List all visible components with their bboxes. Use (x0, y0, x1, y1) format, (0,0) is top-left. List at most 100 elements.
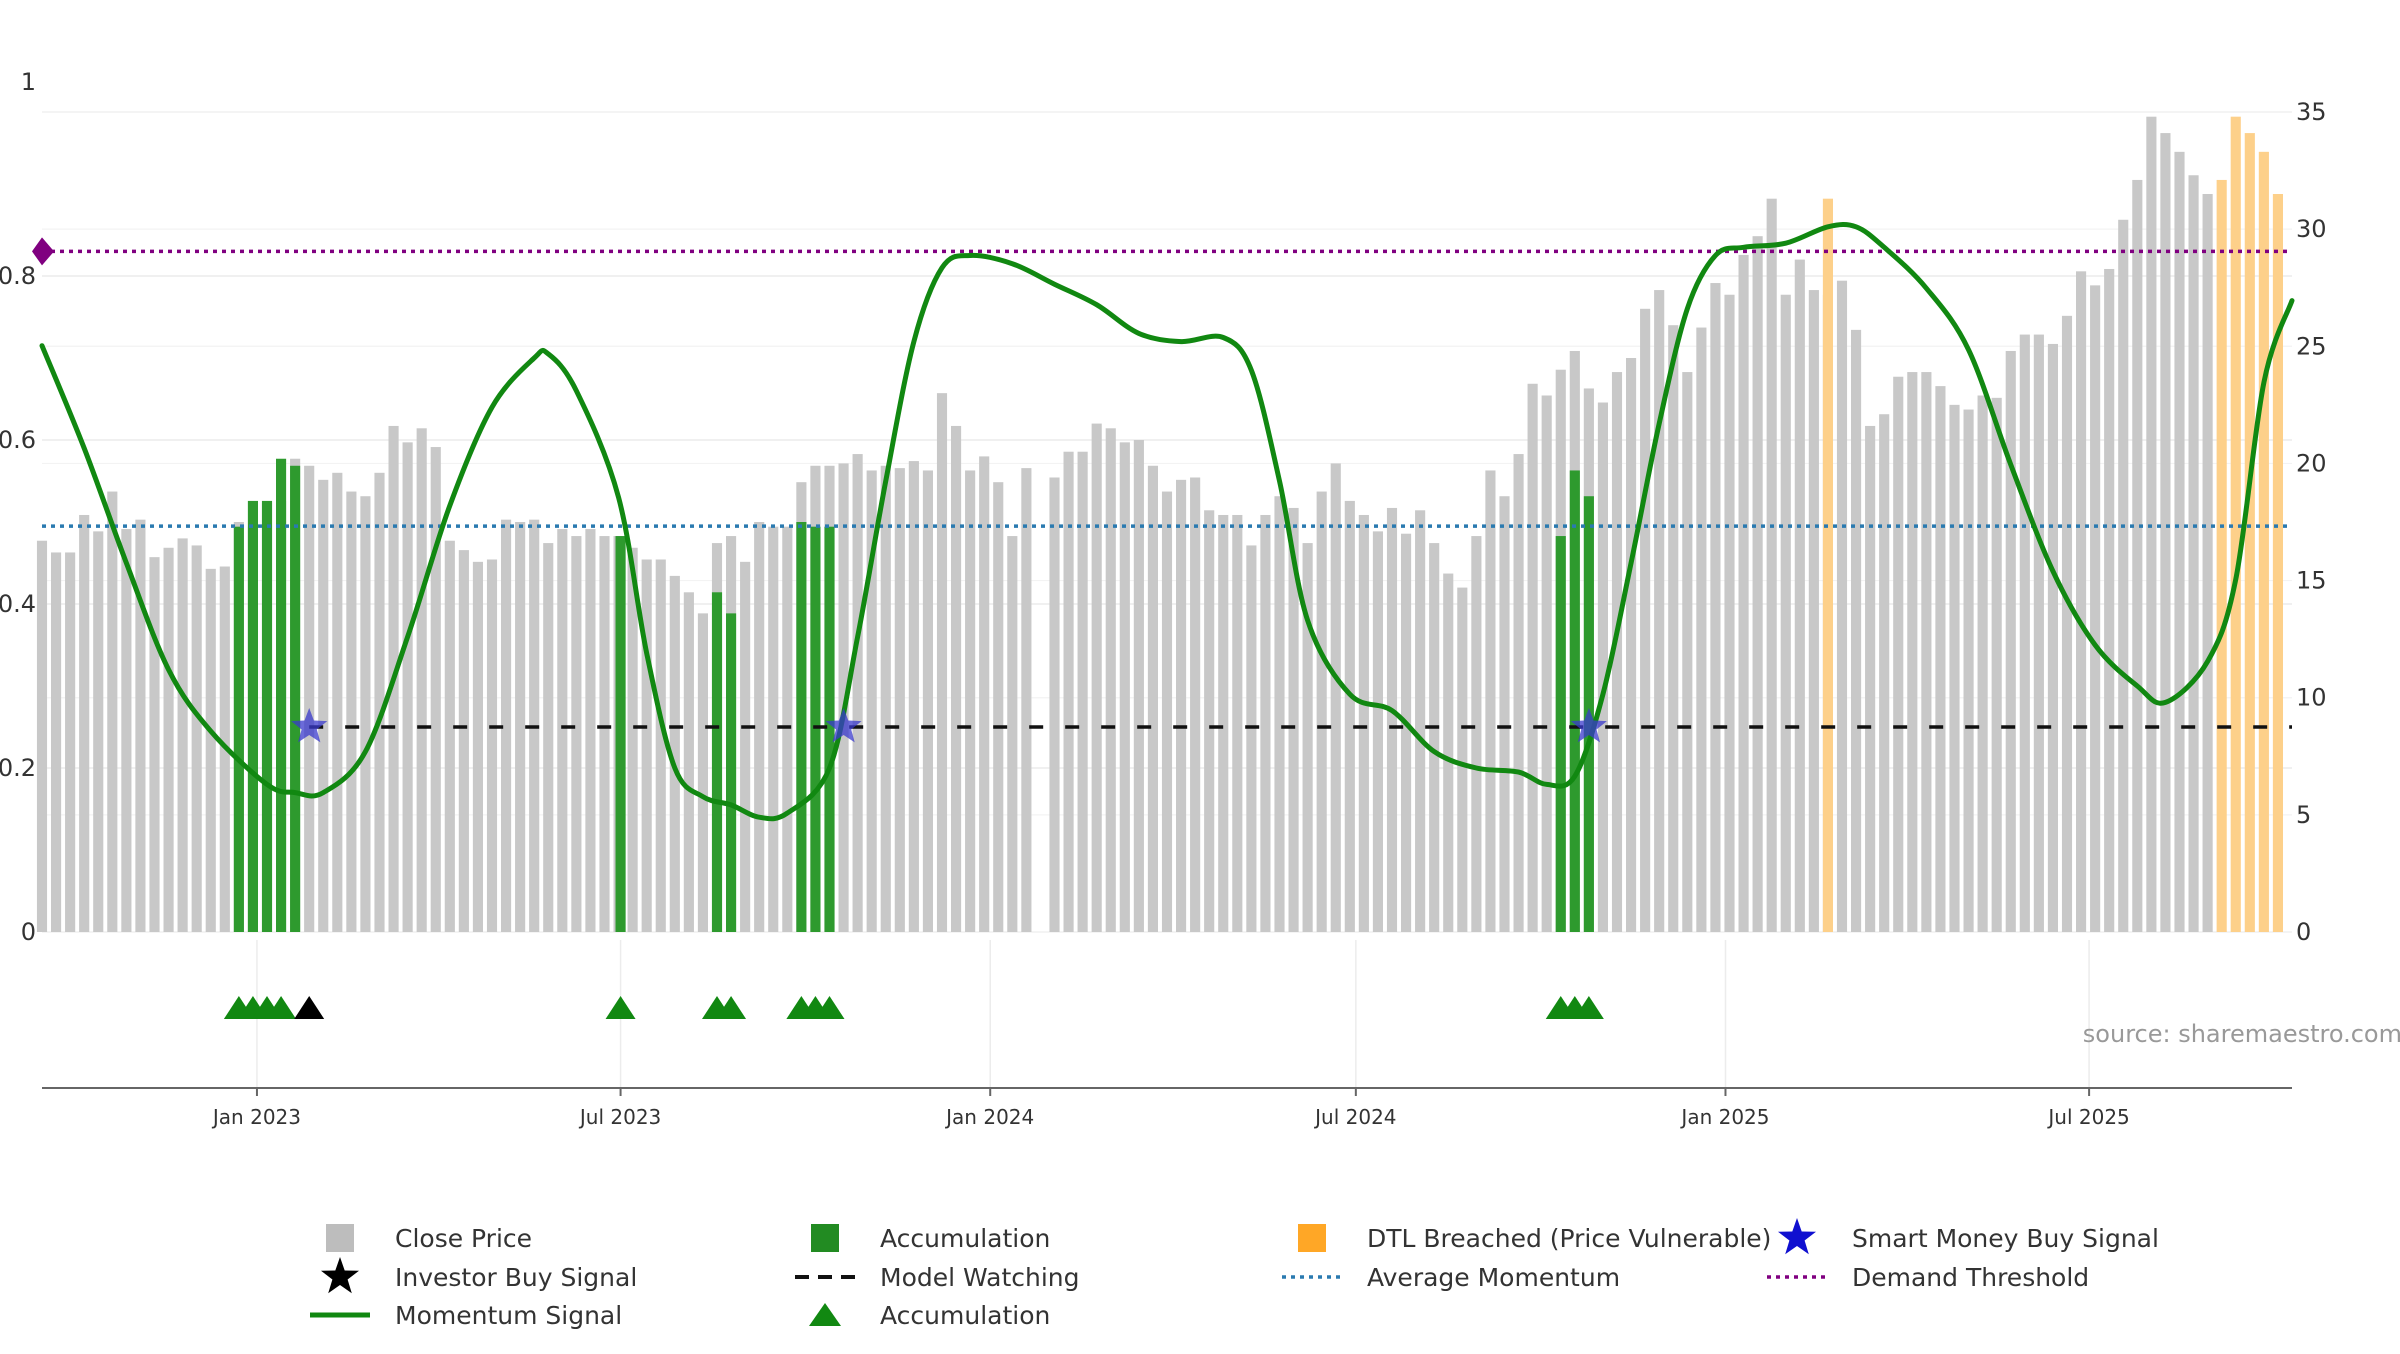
close-price-bar (979, 456, 990, 932)
legend-item: Accumulation (809, 1301, 1050, 1330)
close-price-bar (1358, 514, 1369, 932)
close-price-bar (36, 540, 48, 932)
accumulation-bar (824, 526, 835, 932)
right-axis-tick-label: 0 (2296, 918, 2311, 946)
close-price-bar (1597, 402, 1608, 932)
close-price-bar (2019, 334, 2030, 933)
close-price-bar (2104, 268, 2115, 932)
close-price-bar (838, 463, 849, 932)
close-price-bar (1260, 514, 1271, 932)
smart-money-buy-star (291, 708, 328, 743)
close-price-bar (627, 547, 638, 932)
close-price-bar (93, 531, 104, 932)
accumulation-bar (1555, 536, 1566, 932)
close-price-bar (852, 454, 863, 932)
accumulation-bar (1569, 470, 1580, 932)
legend-swatch (811, 1224, 839, 1252)
close-price-bar (1865, 425, 1876, 932)
close-price-bar (135, 519, 146, 932)
indicator-lines (42, 249, 2292, 729)
close-price-bar (599, 536, 610, 932)
close-price-bar (177, 538, 188, 932)
close-price-bar (1105, 428, 1116, 932)
legend-label: Average Momentum (1367, 1263, 1620, 1292)
close-price-bar (1386, 507, 1398, 932)
right-axis-tick-label: 5 (2296, 801, 2311, 829)
close-price-bar (205, 568, 216, 932)
close-price-bar (318, 479, 329, 932)
close-price-bar (515, 522, 526, 932)
right-axis-tick-label: 20 (2296, 449, 2327, 477)
close-price-bar (1049, 477, 1060, 932)
left-axis-tick-label: 0 (21, 918, 36, 946)
close-price-bar (191, 545, 202, 932)
close-price-bar (2160, 133, 2171, 933)
left-axis-tick-label: 0.6 (0, 426, 36, 454)
close-price-bar (2005, 350, 2016, 932)
dtl-breached-bar (1822, 198, 1833, 932)
close-price-bar (1499, 496, 1510, 932)
source-attribution: source: sharemaestro.com (2083, 1020, 2400, 1048)
close-price-bar (1696, 327, 1707, 932)
legend-item: Close Price (326, 1224, 532, 1253)
close-price-bar (79, 514, 90, 932)
left-axis-tick-label: 0.4 (0, 590, 36, 618)
left-axis-tick-label: 0.8 (0, 262, 36, 290)
close-price-bar (2188, 175, 2199, 932)
close-price-bar (346, 491, 357, 932)
legend-label: Accumulation (880, 1301, 1050, 1330)
x-axis-tick-label: Jan 2024 (944, 1105, 1034, 1129)
close-price-bar (1218, 514, 1229, 932)
close-price-bar (1907, 372, 1918, 932)
close-price-bar (402, 442, 413, 932)
close-price-bar (1288, 507, 1299, 932)
demand-threshold-marker (32, 237, 54, 266)
close-price-bar (430, 447, 441, 932)
close-price-bar (2202, 194, 2213, 932)
smart-money-buy-star (1570, 708, 1607, 743)
close-price-bar (1204, 510, 1215, 932)
close-price-bar (1752, 236, 1763, 932)
right-axis-tick-label: 15 (2296, 567, 2327, 595)
legend-swatch (326, 1224, 354, 1252)
close-price-bar (1513, 454, 1524, 932)
accumulation-triangle (814, 996, 845, 1019)
close-price-bar (1766, 198, 1777, 932)
legend-label: Close Price (395, 1224, 532, 1253)
close-price-bar (669, 575, 680, 932)
accumulation-bar (796, 522, 807, 932)
x-axis-tick-label: Jan 2025 (1679, 1105, 1769, 1129)
close-price-bar (585, 529, 596, 932)
close-price-bar (768, 526, 779, 932)
close-price-bar (1893, 376, 1904, 932)
close-price-bar (65, 552, 76, 932)
close-price-bar (641, 559, 652, 932)
close-price-bar (1007, 536, 1018, 932)
dtl-breached-bar (2258, 151, 2269, 933)
legend-label: Demand Threshold (1852, 1263, 2089, 1292)
close-price-bar (458, 550, 469, 932)
close-price-bar (1780, 294, 1791, 932)
dtl-breached-bar (2244, 133, 2255, 933)
right-axis-tick-label: 30 (2296, 215, 2327, 243)
accumulation-triangle (1573, 996, 1604, 1019)
close-price-bar (1344, 500, 1355, 932)
close-price-bar (2047, 343, 2058, 932)
close-price-bar (1119, 442, 1130, 932)
close-price-bar (1541, 395, 1552, 932)
legend-item: DTL Breached (Price Vulnerable) (1298, 1224, 1771, 1253)
x-axis-tick-label: Jul 2025 (2046, 1105, 2129, 1129)
close-price-bar (1415, 510, 1426, 932)
close-price-bar (1443, 573, 1454, 932)
close-price-bar (163, 547, 174, 932)
close-price-bar (486, 559, 498, 932)
close-price-bar (1246, 545, 1257, 932)
smart-money-buy-star (825, 708, 862, 743)
close-price-bar (936, 393, 948, 933)
legend-item: Model Watching (795, 1263, 1080, 1292)
accumulation-triangle (716, 996, 747, 1019)
close-price-bar (107, 491, 118, 932)
close-price-bar (922, 470, 933, 932)
close-price-bar (332, 472, 343, 932)
close-price-bar (444, 540, 455, 932)
